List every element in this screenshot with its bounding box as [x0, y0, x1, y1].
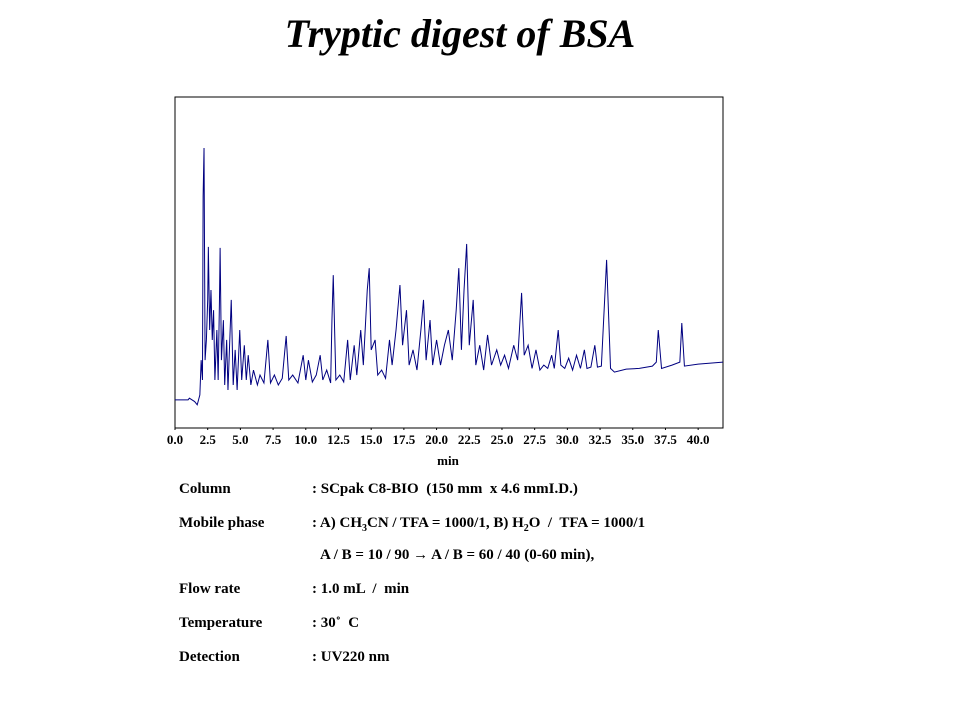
value: : 1.0 mL / min — [312, 581, 410, 597]
x-tick-label: 0.0 — [167, 432, 183, 447]
label: Detection — [179, 649, 240, 665]
value: : A) CH3CN / TFA = 1000/1, B) H2O / TFA … — [312, 515, 645, 534]
x-tick-label: 20.0 — [425, 432, 448, 447]
chromatogram-line — [175, 147, 724, 406]
x-tick-label: 25.0 — [491, 432, 514, 447]
x-axis-label: min — [437, 453, 459, 468]
plot-frame — [174, 96, 724, 429]
label: Temperature — [179, 615, 263, 631]
x-tick-label: 22.5 — [458, 432, 481, 447]
chart: min 0.0 2.5 5.0 7.5 10.0 12.5 15.0 17.5 20.0 22.5… — [167, 96, 724, 468]
x-tick-label: 40.0 — [687, 432, 710, 447]
value: : UV220 nm — [312, 649, 390, 665]
label: Flow rate — [179, 581, 241, 597]
value: : SCpak C8-BIO (150 mm x 4.6 mmI.D.) — [312, 481, 578, 497]
subscript: 3 — [362, 523, 367, 534]
title: Tryptic digest of BSA — [284, 11, 636, 56]
x-tick-label: 7.5 — [265, 432, 282, 447]
x-tick-label: 15.0 — [360, 432, 383, 447]
condition-row: A / B = 10 / 90 → A / B = 60 / 40 (0-60 … — [320, 547, 594, 564]
x-tick-label: 37.5 — [654, 432, 677, 447]
x-tick-label: 35.0 — [621, 432, 644, 447]
label: Mobile phase — [179, 515, 265, 531]
x-tick-label: 27.5 — [523, 432, 546, 447]
text: : A) CH — [312, 515, 362, 531]
value: : 30˚ C — [312, 615, 360, 631]
value: A / B = 10 / 90 → A / B = 60 / 40 (0-60 … — [320, 547, 595, 563]
label: Column — [179, 481, 231, 497]
text: O / TFA = 1000/1 — [528, 515, 646, 531]
subscript: 2 — [523, 523, 529, 534]
x-tick-label: 17.5 — [393, 432, 416, 447]
x-tick-label: 30.0 — [556, 432, 579, 447]
x-tick-label: 32.5 — [589, 432, 612, 447]
x-tick-label: 5.0 — [232, 432, 248, 447]
text: CN / TFA = 1000/1, B) H — [367, 515, 524, 531]
x-tick-label: 12.5 — [327, 432, 350, 447]
x-tick-label: 10.0 — [294, 432, 317, 447]
x-tick-label: 2.5 — [200, 432, 217, 447]
